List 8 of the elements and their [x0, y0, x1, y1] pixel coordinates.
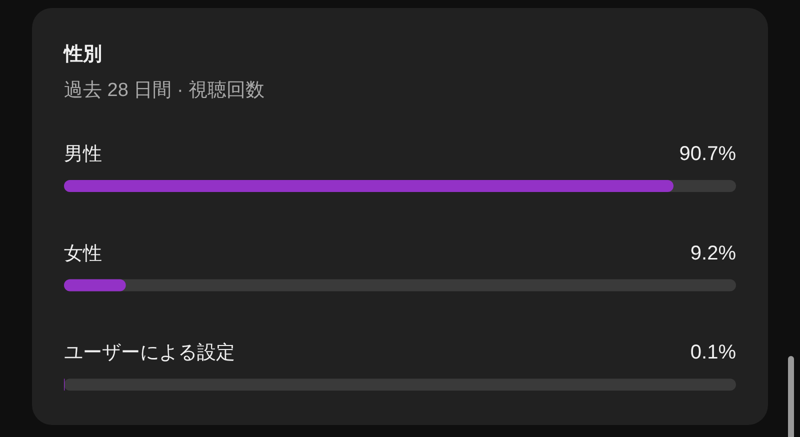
category-label: ユーザーによる設定 — [64, 342, 235, 364]
value-label: 90.7% — [679, 143, 736, 165]
value-label: 9.2% — [690, 242, 736, 264]
title: 性別 — [64, 44, 102, 65]
category-label: 女性 — [64, 243, 102, 264]
subtitle: 過去 28 日間 · 視聴回数 — [64, 80, 265, 101]
value-label: 0.1% — [690, 342, 736, 364]
category-label: 男性 — [64, 144, 102, 165]
